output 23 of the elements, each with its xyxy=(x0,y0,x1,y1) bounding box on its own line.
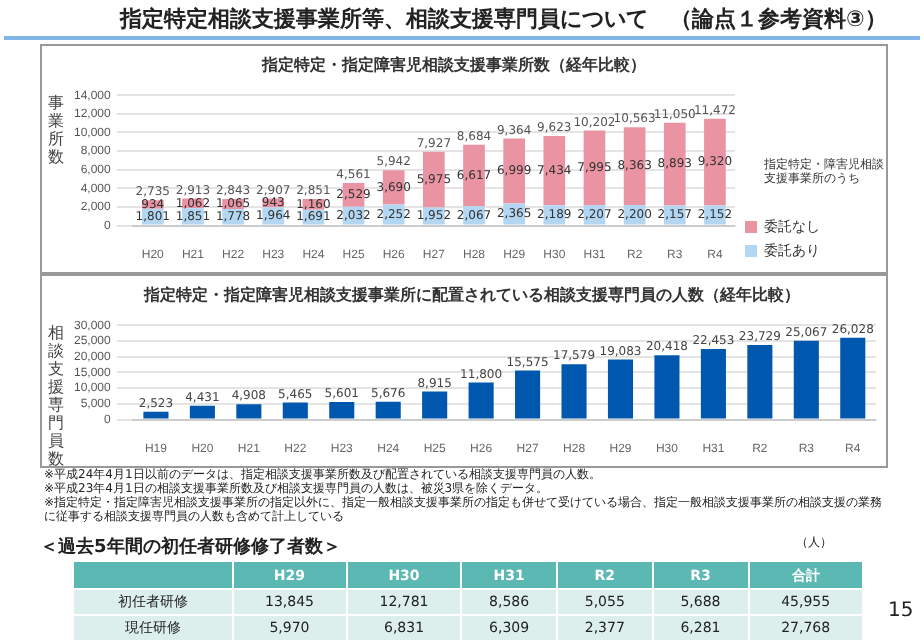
text: 指定特定相談支援事業所等、相談支援専門員について （論点１参考資料③） xyxy=(120,4,887,34)
bar xyxy=(143,411,169,419)
y-axis-title: 相談支援専門員数 xyxy=(48,324,66,468)
bar xyxy=(375,401,401,419)
bar xyxy=(654,355,680,419)
bar xyxy=(793,340,819,419)
text: 15 xyxy=(888,600,914,622)
bar xyxy=(189,405,215,419)
chart-title: 指定特定・指定障害児相談支援事業所数（経年比較） xyxy=(260,54,646,75)
bar xyxy=(747,344,773,419)
y-axis-title: 事業所数 xyxy=(48,94,66,166)
bar xyxy=(561,364,587,419)
bar xyxy=(236,404,262,419)
bar xyxy=(515,370,541,419)
bar xyxy=(422,391,448,419)
chart-title: 指定特定・指定障害児相談支援事業所に配置されている相談支援専門員の人数（経年比較） xyxy=(142,284,800,305)
bar xyxy=(607,359,634,419)
bar xyxy=(700,348,726,419)
bar xyxy=(840,337,866,419)
bar xyxy=(468,382,494,419)
text: ＜過去5年間の初任者研修修了者数＞ xyxy=(40,534,341,560)
bar xyxy=(329,401,355,419)
bar xyxy=(282,402,308,419)
